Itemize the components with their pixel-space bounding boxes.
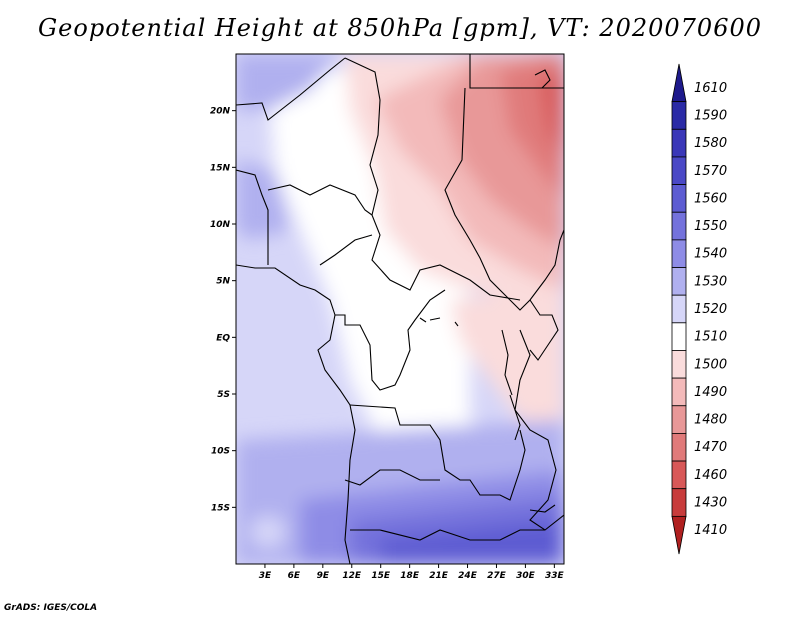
colorbar-swatch: [671, 405, 687, 434]
colorbar-label: 1460: [694, 468, 727, 483]
colorbar-label: 1500: [694, 357, 727, 372]
lon-tick-label: 30E: [516, 571, 536, 581]
lon-tick-label: 33E: [545, 571, 565, 581]
colorbar-legend: 1610 1590 1580 1570 1560 1550 1540 1530 1520 1510…: [671, 63, 727, 555]
colorbar-swatch: [671, 101, 687, 130]
lon-tick-label: 3E: [259, 571, 272, 581]
height-field-shading: [236, 54, 564, 564]
colorbar-swatch: [671, 63, 687, 103]
lon-tick-label: 12E: [342, 571, 362, 581]
latitude-axis: 20N 15N 10N 5N EQ 5S 10S 15S: [210, 107, 236, 513]
colorbar-swatch: [671, 239, 687, 268]
colorbar-label: 1610: [694, 81, 727, 96]
lon-tick-label: 6E: [288, 571, 301, 581]
lon-tick-label: 27E: [487, 571, 507, 581]
colorbar-swatch: [671, 350, 687, 379]
colorbar-label: 1560: [694, 191, 727, 206]
colorbar-swatch: [671, 433, 687, 462]
country-borders: [236, 54, 564, 564]
grads-credit: GrADS: IGES/COLA: [4, 603, 98, 613]
colorbar-label: 1510: [694, 330, 727, 345]
colorbar-swatch: [671, 156, 687, 185]
lat-tick-label: 10N: [210, 220, 231, 230]
colorbar-label: 1490: [694, 385, 727, 400]
lon-tick-label: 15E: [371, 571, 391, 581]
colorbar-swatch: [671, 267, 687, 296]
colorbar-label: 1530: [694, 274, 727, 289]
colorbar-swatch: [671, 211, 687, 241]
colorbar-swatch: [671, 294, 687, 324]
lon-tick-label: 24E: [458, 571, 478, 581]
lon-tick-label: 21E: [429, 571, 449, 581]
colorbar-swatch: [671, 322, 687, 351]
colorbar-label: 1580: [694, 136, 727, 151]
colorbar-swatch: [671, 128, 687, 158]
colorbar-label: 1480: [694, 413, 727, 428]
map-frame: [235, 53, 565, 565]
colorbar-label: 1470: [694, 440, 727, 455]
colorbar-swatch: [671, 488, 687, 517]
lat-tick-label: 20N: [210, 107, 231, 117]
map-title: Geopotential Height at 850hPa [gpm], VT:…: [38, 14, 762, 42]
lon-tick-label: 9E: [317, 571, 330, 581]
lat-tick-label: 5S: [217, 390, 230, 400]
colorbar-swatch: [671, 460, 687, 490]
lat-tick-label: EQ: [216, 333, 230, 343]
colorbar-label: 1550: [694, 219, 727, 234]
lat-tick-label: 10S: [211, 447, 230, 457]
colorbar-label: 1410: [694, 523, 727, 538]
colorbar-label: 1590: [694, 108, 727, 123]
colorbar-label: 1430: [694, 496, 727, 511]
colorbar-swatch: [671, 377, 687, 407]
longitude-axis: 3E 6E 9E 12E 15E 18E 21E 24E 27E 30E 33E: [259, 564, 565, 581]
colorbar-label: 1540: [694, 247, 727, 262]
colorbar-label: 1570: [694, 164, 727, 179]
lat-tick-label: 15N: [210, 163, 231, 173]
colorbar-swatch: [671, 515, 687, 555]
lat-tick-label: 15S: [211, 503, 230, 513]
colorbar-swatch: [671, 184, 687, 213]
colorbar-label: 1520: [694, 302, 727, 317]
lat-tick-label: 5N: [216, 277, 230, 287]
lon-tick-label: 18E: [400, 571, 420, 581]
